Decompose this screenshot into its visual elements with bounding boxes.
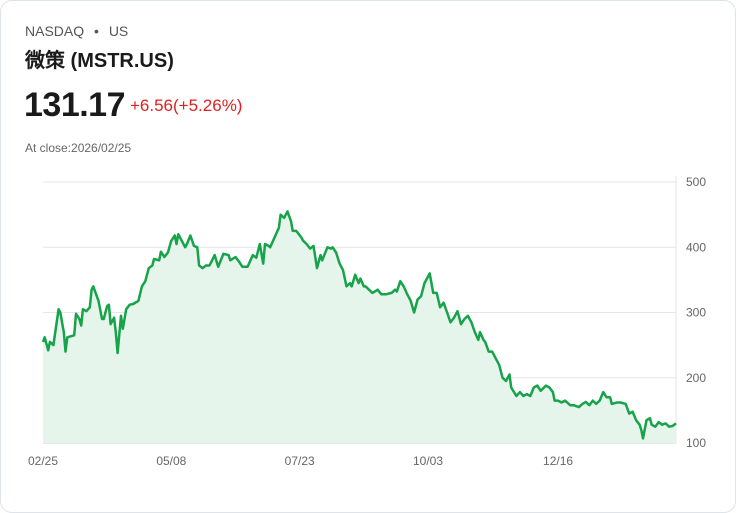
y-tick-label: 400 [686, 240, 706, 254]
current-price: 131.17 [24, 86, 126, 124]
price-line [41, 210, 677, 440]
separator-dot: • [94, 23, 99, 39]
price-change: +6.56(+5.26%) [130, 96, 243, 115]
x-tick-label: 12/16 [543, 454, 573, 468]
price-area [43, 211, 676, 443]
x-tick-label: 02/25 [28, 454, 58, 468]
y-tick-label: 500 [686, 175, 706, 189]
exchange-line: NASDAQ • US [25, 23, 128, 39]
x-tick-label: 05/08 [156, 454, 186, 468]
x-tick-label: 07/23 [285, 454, 315, 468]
exchange-name: NASDAQ [25, 23, 85, 39]
stock-title: 微策 (MSTR.US) [25, 50, 174, 72]
region: US [108, 23, 129, 39]
y-tick-label: 100 [686, 436, 706, 450]
y-tick-label: 300 [686, 306, 706, 320]
close-date: At close:2026/02/25 [25, 141, 132, 155]
x-tick-label: 10/03 [413, 454, 443, 468]
y-tick-label: 200 [686, 371, 706, 385]
